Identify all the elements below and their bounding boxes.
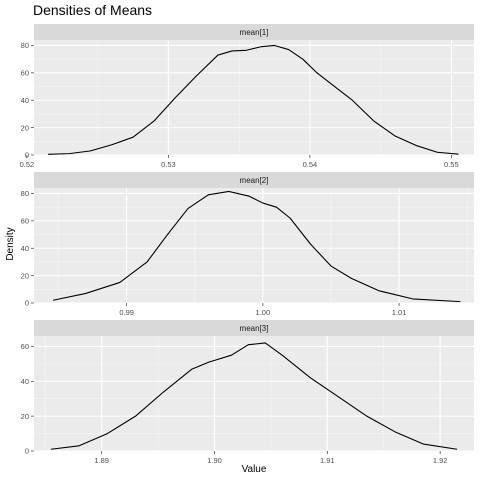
y-tick-label: 40: [21, 377, 29, 386]
facet-strip-label: mean[3]: [240, 324, 269, 333]
density-curve: [48, 44, 459, 155]
x-axis-title: Value: [242, 464, 267, 475]
y-tick-label: 60: [21, 217, 29, 226]
y-tick-label: 60: [21, 69, 29, 78]
facet-strip: [34, 320, 474, 336]
x-tick-label: 0.99: [119, 308, 134, 317]
y-tick-label: 40: [21, 244, 29, 253]
facet-panels: mean[1] 0 20 40 60 80 0.52 0.53 0.54 0.55 mean[2] 0…: [20, 24, 474, 465]
facet-strip: [34, 172, 474, 188]
facet-panel-2: mean[2] 0 20 40 60 80 0.99 1.00 1.01: [21, 172, 474, 317]
y-tick-label: 0: [25, 447, 29, 456]
facet-strip-label: mean[1]: [240, 28, 269, 37]
y-tick-label: 80: [21, 41, 29, 50]
x-tick-label: 1.89: [94, 456, 109, 465]
facet-strip: [34, 24, 474, 40]
y-tick-label: 60: [21, 342, 29, 351]
x-tick-label: 0.52: [20, 160, 35, 169]
x-tick-label: 0.54: [303, 160, 318, 169]
density-curve: [52, 190, 461, 303]
y-tick-label: 0: [25, 299, 29, 308]
x-tick-label: 1.01: [392, 308, 407, 317]
y-tick-label: 40: [21, 96, 29, 105]
facet-panel-3: mean[3] 0 20 40 60 1.89 1.90 1.91 1.92: [21, 320, 474, 465]
panel-background: [34, 40, 474, 155]
x-tick-label: 0.53: [161, 160, 176, 169]
chart-title: Densities of Means: [33, 2, 152, 18]
panel-background: [34, 336, 474, 451]
y-axis-title: Density: [5, 227, 16, 260]
x-tick-label: 1.92: [433, 456, 448, 465]
y-tick-label: 20: [21, 123, 29, 132]
y-tick-label: 20: [21, 271, 29, 280]
y-tick-label: 80: [21, 189, 29, 198]
facet-strip-label: mean[2]: [240, 176, 269, 185]
panel-background: [34, 188, 474, 303]
x-tick-label: 1.91: [320, 456, 335, 465]
y-tick-label: 20: [21, 412, 29, 421]
x-tick-label: 1.00: [256, 308, 271, 317]
x-tick-label: 1.90: [207, 456, 222, 465]
density-curve: [50, 342, 458, 450]
x-tick-label: 0.55: [444, 160, 459, 169]
